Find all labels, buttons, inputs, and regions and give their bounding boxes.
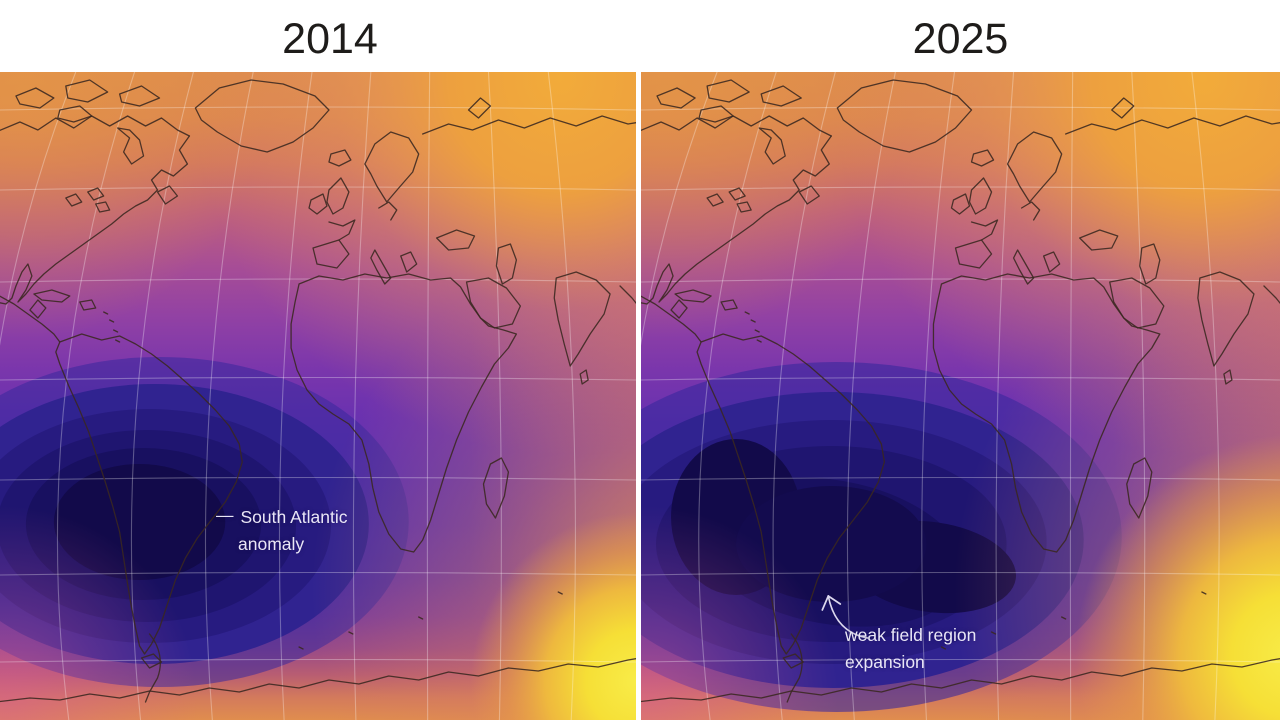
field-map-2025-canvas — [641, 72, 1280, 720]
header: 2014 2025 — [0, 0, 1280, 72]
map-panels: — South Atlantic anomaly — [0, 72, 1280, 720]
map-divider — [636, 72, 641, 720]
magnetic-field-map-2014: — South Atlantic anomaly — [0, 72, 636, 720]
curved-arrow-icon — [821, 595, 869, 639]
year-title-2014: 2014 — [282, 15, 378, 63]
field-map-2014-canvas — [0, 72, 636, 720]
year-title-2025: 2025 — [912, 15, 1009, 63]
magnetic-field-map-2025: weak field region expansion — [641, 72, 1280, 720]
